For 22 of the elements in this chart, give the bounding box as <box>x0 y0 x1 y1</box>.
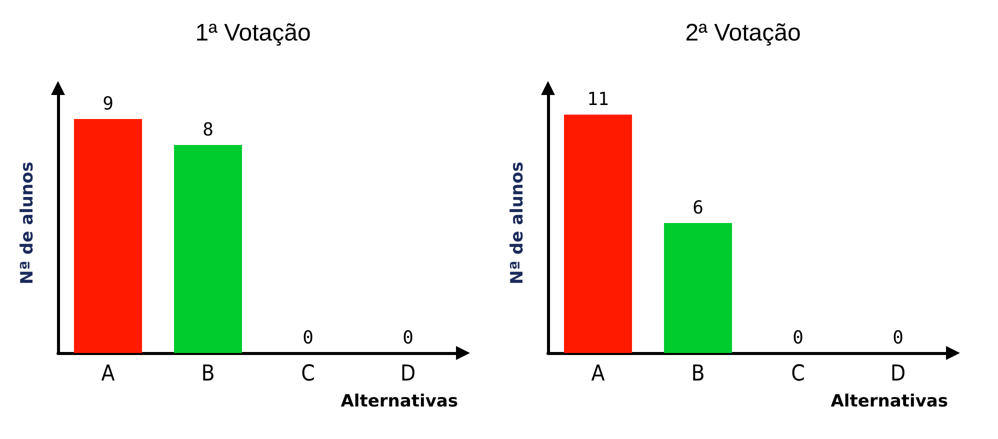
data-label: 9 <box>102 94 114 114</box>
x-tick-label: C <box>791 362 805 386</box>
y-axis-title: Nª de alunos <box>18 162 38 284</box>
data-label: 0 <box>302 328 314 348</box>
x-axis-title: Alternativas <box>340 392 458 412</box>
data-label: 0 <box>792 328 804 348</box>
x-tick-label: C <box>301 362 315 386</box>
x-axis-title: Alternativas <box>830 392 948 412</box>
y-axis-title: Nª de alunos <box>508 162 528 284</box>
x-tick-label: D <box>890 362 906 386</box>
data-label: 11 <box>587 89 609 110</box>
x-tick-label: A <box>101 362 116 386</box>
x-tick-label: A <box>591 362 606 386</box>
x-tick-label: B <box>691 362 705 386</box>
data-label: 6 <box>692 198 704 218</box>
data-label: 0 <box>402 328 414 348</box>
x-tick-label: D <box>400 362 416 386</box>
chart-title: 2ª Votação <box>685 20 801 46</box>
chart-title: 1ª Votação <box>195 20 311 46</box>
x-tick-label: B <box>201 362 215 386</box>
data-label: 8 <box>202 120 214 140</box>
data-label: 0 <box>892 328 904 348</box>
